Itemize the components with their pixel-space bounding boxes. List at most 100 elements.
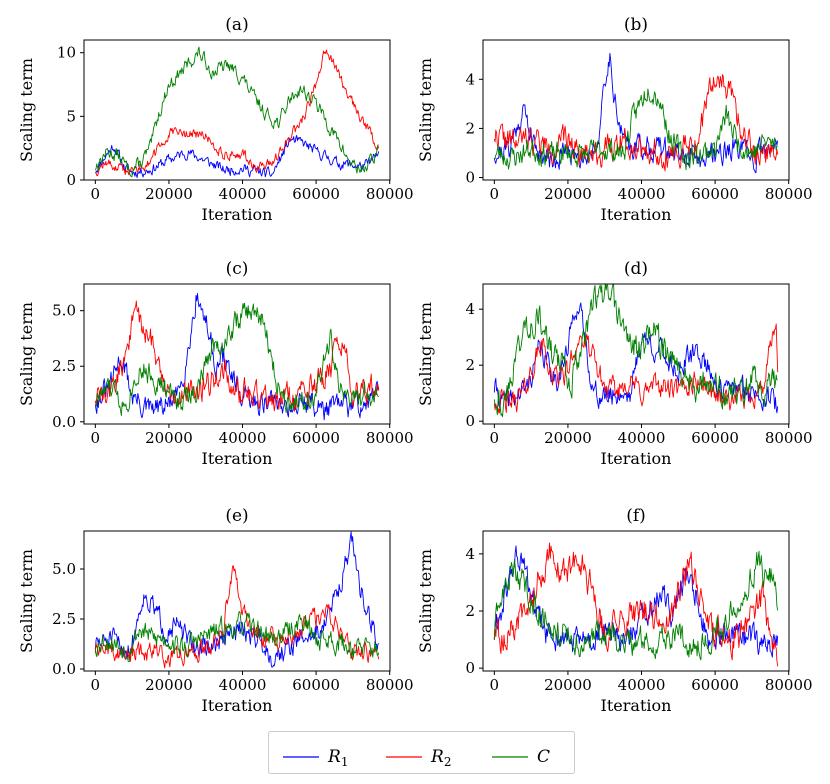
subplot-grid: 0 20000 40000 60000 800000510(a)IterationSca… xyxy=(17,15,813,715)
y-tick-label: 10 xyxy=(57,44,76,62)
x-tick-label: 0 xyxy=(490,185,500,203)
panel-e-ylabel: Scaling term xyxy=(17,549,36,653)
panel-a-title: (a) xyxy=(225,15,248,35)
series-line-c xyxy=(94,302,379,416)
y-tick-label: 4 xyxy=(465,70,475,88)
x-tick-label: 60000 xyxy=(292,676,340,694)
y-tick-label: 0.0 xyxy=(52,660,76,678)
series-line-r2 xyxy=(94,300,380,412)
series-line-r2 xyxy=(493,74,779,172)
series-line-c xyxy=(493,550,779,661)
x-tick-label: 60000 xyxy=(691,429,739,447)
y-tick-label: 2 xyxy=(465,356,475,374)
y-tick-label: 2.5 xyxy=(52,357,76,375)
y-tick-label: 2 xyxy=(465,602,475,620)
panel-d-frame xyxy=(482,283,790,425)
x-tick-label: 20000 xyxy=(145,429,193,447)
panel-d-ylabel: Scaling term xyxy=(416,302,435,406)
panel-f: 0 20000 40000 60000 80000 0 2 4 (f) Iteration Scal… xyxy=(416,506,813,715)
x-tick-label: 0 xyxy=(91,185,101,203)
y-tick-label: 5 xyxy=(66,107,76,125)
x-tick-label: 60000 xyxy=(292,185,340,203)
series-line-c xyxy=(493,284,778,418)
panel-e-frame xyxy=(83,530,391,672)
y-tick-label: 2.5 xyxy=(52,610,76,628)
y-tick-label: 0 xyxy=(465,659,475,677)
series-line-r2 xyxy=(493,542,779,667)
panel-c: 0 20000 40000 60000 80000 0.0 2.5 5.0 (c) Iterati… xyxy=(17,259,414,468)
series-line-r2 xyxy=(94,565,380,669)
x-tick-label: 40000 xyxy=(219,429,267,447)
y-tick-label: 0.0 xyxy=(52,413,76,431)
panel-c-title: (c) xyxy=(226,259,249,279)
panel-a-ylabel: Scaling term xyxy=(17,58,36,162)
x-tick-label: 80000 xyxy=(366,185,414,203)
y-tick-label: 2 xyxy=(465,119,475,137)
panel-f-xlabel: Iteration xyxy=(601,696,672,715)
panel-b: 0 20000 40000 60000 80000 0 2 4 (b) Iteration Scal… xyxy=(416,15,813,224)
panel-e-series xyxy=(94,531,380,669)
x-tick-label: 20000 xyxy=(544,185,592,203)
y-tick-label: 4 xyxy=(465,545,475,563)
y-tick-label: 0 xyxy=(66,171,76,189)
panel-c-series xyxy=(94,293,380,421)
x-tick-label: 80000 xyxy=(765,429,813,447)
panel-c-xlabel: Iteration xyxy=(202,449,273,468)
panel-b-ylabel: Scaling term xyxy=(416,58,435,162)
x-tick-label: 20000 xyxy=(145,676,193,694)
x-tick-label: 80000 xyxy=(366,676,414,694)
x-tick-label: 20000 xyxy=(544,676,592,694)
panel-e-title: (e) xyxy=(225,506,248,526)
panel-c-ylabel: Scaling term xyxy=(17,302,36,406)
panel-d: 0 20000 40000 60000 80000 0 2 4 (d) Iteration Scal… xyxy=(416,259,813,468)
x-tick-label: 0 xyxy=(91,429,101,447)
x-tick-label: 80000 xyxy=(366,429,414,447)
x-tick-label: 0 xyxy=(91,676,101,694)
x-tick-label: 80000 xyxy=(765,185,813,203)
x-tick-label: 40000 xyxy=(618,185,666,203)
panel-a-xlabel: Iteration xyxy=(202,205,273,224)
series-line-c xyxy=(94,611,380,663)
x-tick-label: 0 xyxy=(490,676,500,694)
panel-f-title: (f) xyxy=(626,506,646,526)
panel-f-series xyxy=(493,542,779,667)
panel-a-frame xyxy=(83,39,391,181)
series-line-r1 xyxy=(95,134,380,179)
y-tick-label: 4 xyxy=(465,300,475,318)
panel-d-xlabel: Iteration xyxy=(601,449,672,468)
legend: R1 R2 C xyxy=(268,731,575,774)
series-line-r2 xyxy=(493,323,779,414)
legend-label-r2: R2 xyxy=(430,747,451,769)
series-line-r1 xyxy=(94,293,380,421)
x-tick-label: 60000 xyxy=(292,429,340,447)
x-tick-label: 20000 xyxy=(544,429,592,447)
legend-label-r1: R1 xyxy=(327,747,348,769)
panel-d-title: (d) xyxy=(624,259,648,279)
x-tick-label: 60000 xyxy=(691,185,739,203)
panel-a: 0 20000 40000 60000 80000 0 5 10 (a) Iteration Sca… xyxy=(17,15,414,224)
x-tick-label: 20000 xyxy=(145,185,193,203)
panel-f-ylabel: Scaling term xyxy=(416,549,435,653)
x-tick-label: 60000 xyxy=(691,676,739,694)
panel-f-frame xyxy=(482,530,790,672)
x-tick-label: 0 xyxy=(490,429,500,447)
panel-a-series xyxy=(94,46,380,179)
y-tick-label: 0 xyxy=(465,169,475,187)
x-tick-label: 40000 xyxy=(618,429,666,447)
panel-c-frame xyxy=(83,283,391,425)
panel-b-title: (b) xyxy=(624,15,648,35)
panel-b-xlabel: Iteration xyxy=(601,205,672,224)
panel-e-xlabel: Iteration xyxy=(202,696,273,715)
y-tick-label: 0 xyxy=(465,412,475,430)
series-line-c xyxy=(94,46,379,178)
series-line-c xyxy=(494,88,778,171)
x-tick-label: 40000 xyxy=(618,676,666,694)
panel-e: 0 20000 40000 60000 80000 0.0 2.5 5.0 (e) Iterati… xyxy=(17,506,414,715)
x-tick-label: 80000 xyxy=(765,676,813,694)
panel-b-series xyxy=(493,52,779,174)
legend-box xyxy=(268,731,575,774)
series-line-r1 xyxy=(94,531,380,668)
y-tick-label: 5.0 xyxy=(52,560,76,578)
series-line-r1 xyxy=(493,52,779,174)
